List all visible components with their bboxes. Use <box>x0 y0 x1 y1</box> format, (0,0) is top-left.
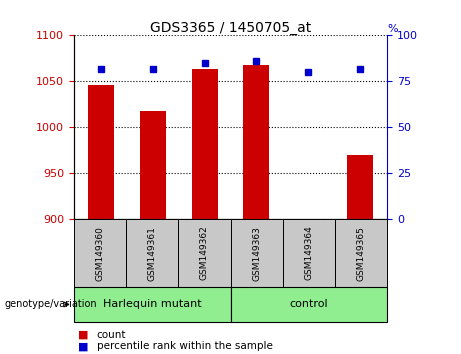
Bar <box>140 111 166 219</box>
Text: genotype/variation: genotype/variation <box>5 299 97 309</box>
Text: GSM149363: GSM149363 <box>252 225 261 281</box>
Text: ■: ■ <box>78 341 89 351</box>
Bar <box>295 218 321 219</box>
Text: GSM149364: GSM149364 <box>304 226 313 280</box>
Text: ■: ■ <box>78 330 89 339</box>
Bar <box>192 69 218 219</box>
Text: Harlequin mutant: Harlequin mutant <box>103 299 201 309</box>
Text: GSM149360: GSM149360 <box>95 225 104 281</box>
Text: GSM149362: GSM149362 <box>200 226 209 280</box>
Text: control: control <box>290 299 328 309</box>
Text: count: count <box>97 330 126 339</box>
Text: GDS3365 / 1450705_at: GDS3365 / 1450705_at <box>150 21 311 35</box>
Bar <box>347 155 373 219</box>
Bar <box>243 65 269 219</box>
Text: GSM149361: GSM149361 <box>148 225 157 281</box>
Text: GSM149365: GSM149365 <box>357 225 366 281</box>
Text: percentile rank within the sample: percentile rank within the sample <box>97 341 273 351</box>
Bar <box>88 85 114 219</box>
Text: %: % <box>387 24 398 34</box>
